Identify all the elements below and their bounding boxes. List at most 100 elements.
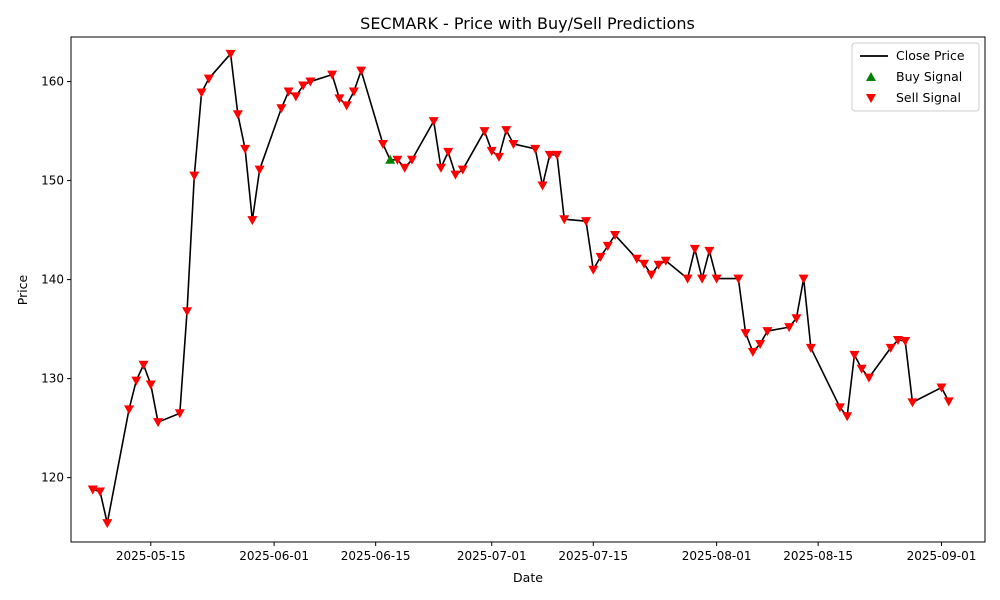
sell-signal-marker xyxy=(762,327,773,337)
sell-signal-marker xyxy=(95,487,106,497)
plot-area-frame xyxy=(70,36,986,543)
sell-signal-marker xyxy=(153,418,164,428)
sell-signal-marker xyxy=(682,274,693,284)
sell-signal-marker xyxy=(479,127,490,137)
sell-signal-marker xyxy=(863,373,874,383)
y-tick-label: 150 xyxy=(41,174,64,188)
sell-signal-marker xyxy=(733,274,744,284)
sell-signal-marker xyxy=(755,339,766,349)
sell-signal-marker xyxy=(138,360,149,370)
sell-signal-marker xyxy=(341,101,352,111)
sell-signal-marker xyxy=(501,126,512,136)
x-tick-label: 2025-07-15 xyxy=(558,549,628,563)
sell-signal-marker xyxy=(225,49,236,59)
sell-signal-marker xyxy=(747,347,758,357)
sell-signal-marker xyxy=(305,77,316,87)
y-tick-label: 130 xyxy=(41,372,64,386)
sell-signal-marker xyxy=(907,398,918,408)
sell-signal-marker xyxy=(885,343,896,353)
x-tick-label: 2025-08-15 xyxy=(783,549,853,563)
y-tick-label: 160 xyxy=(41,75,64,89)
sell-signal-marker xyxy=(936,383,947,393)
legend-sell-marker xyxy=(866,94,876,103)
sell-signal-marker xyxy=(552,150,563,160)
sell-signal-marker xyxy=(443,147,454,157)
sell-signal-marker xyxy=(203,74,214,84)
sell-signal-marker xyxy=(290,92,301,102)
sell-signal-marker xyxy=(450,170,461,180)
sell-signal-marker xyxy=(646,270,657,280)
sell-signal-marker xyxy=(406,155,417,165)
sell-signal-marker xyxy=(697,274,708,284)
x-tick-label: 2025-07-01 xyxy=(457,549,527,563)
sell-signal-marker xyxy=(182,307,193,317)
sell-signal-marker xyxy=(486,146,497,156)
sell-signal-marker xyxy=(254,165,265,175)
sell-signal-marker xyxy=(544,150,555,160)
buy-signal-marker xyxy=(385,154,396,164)
sell-signal-marker xyxy=(174,409,185,419)
sell-signal-marker xyxy=(849,350,860,360)
sell-signal-marker xyxy=(856,364,867,374)
sell-signal-marker xyxy=(283,87,294,97)
sell-signal-marker xyxy=(639,259,650,269)
sell-signal-marker xyxy=(581,217,592,227)
x-tick-label: 2025-08-01 xyxy=(682,549,752,563)
sell-signal-marker xyxy=(327,70,338,80)
x-tick-label: 2025-05-15 xyxy=(116,549,186,563)
x-axis-label: Date xyxy=(513,570,543,585)
legend-box xyxy=(851,42,980,112)
sell-signal-marker xyxy=(740,329,751,339)
sell-signal-marker xyxy=(530,144,541,154)
sell-signal-marker xyxy=(631,254,642,264)
sell-signal-marker xyxy=(334,94,345,104)
plot-layer xyxy=(87,49,954,529)
x-tick-label: 2025-06-15 xyxy=(341,549,411,563)
sell-signal-marker xyxy=(892,336,903,345)
sell-signal-marker xyxy=(602,241,613,251)
sell-signal-marker xyxy=(834,403,845,413)
sell-signal-marker xyxy=(537,181,548,191)
sell-signal-marker xyxy=(493,152,504,162)
sell-signal-marker xyxy=(428,117,439,127)
x-axis: 2025-05-15 2025-06-01 2025-06-15 2025-07-01… xyxy=(116,542,976,563)
sell-signal-marker xyxy=(124,405,135,415)
sell-signal-marker xyxy=(276,104,287,114)
legend-label: Sell Signal xyxy=(896,90,961,105)
sell-signal-marker xyxy=(247,216,258,226)
sell-signal-marker xyxy=(588,265,599,275)
sell-signal-marker xyxy=(689,244,700,254)
sell-signal-marker xyxy=(805,343,816,353)
sell-signal-marker xyxy=(145,380,156,390)
sell-signal-marker xyxy=(435,163,446,173)
sell-signal-marker xyxy=(784,323,795,333)
legend-label: Buy Signal xyxy=(896,69,962,84)
x-tick-label: 2025-09-01 xyxy=(907,549,977,563)
sell-signal-marker xyxy=(131,376,142,386)
sell-signal-marker xyxy=(610,231,621,241)
sell-signal-marker xyxy=(240,144,251,154)
sell-signal-marker xyxy=(377,139,388,149)
sell-signal-marker xyxy=(791,314,802,324)
close-price-line xyxy=(92,53,950,524)
sell-signal-marker xyxy=(943,397,954,407)
sell-signal-marker xyxy=(348,87,359,97)
sell-signal-marker xyxy=(798,274,809,284)
sell-signal-marker xyxy=(189,171,200,181)
legend: Close Price Buy Signal Sell Signal xyxy=(851,42,980,112)
sell-signal-marker xyxy=(399,163,410,173)
y-axis-label: Price xyxy=(15,274,30,305)
sell-signal-marker xyxy=(102,519,113,529)
legend-buy-marker xyxy=(866,72,876,81)
sell-signal-marker xyxy=(508,139,519,149)
sell-signal-marker xyxy=(196,88,207,98)
sell-signal-marker xyxy=(232,110,243,120)
sell-signal-marker xyxy=(298,81,309,91)
y-tick-label: 120 xyxy=(41,471,64,485)
sell-signal-marker xyxy=(392,155,403,165)
chart-title: SECMARK - Price with Buy/Sell Prediction… xyxy=(360,14,695,33)
sell-signal-marker xyxy=(356,66,367,76)
sell-signal-marker xyxy=(653,260,664,270)
sell-signal-marker xyxy=(842,412,853,422)
